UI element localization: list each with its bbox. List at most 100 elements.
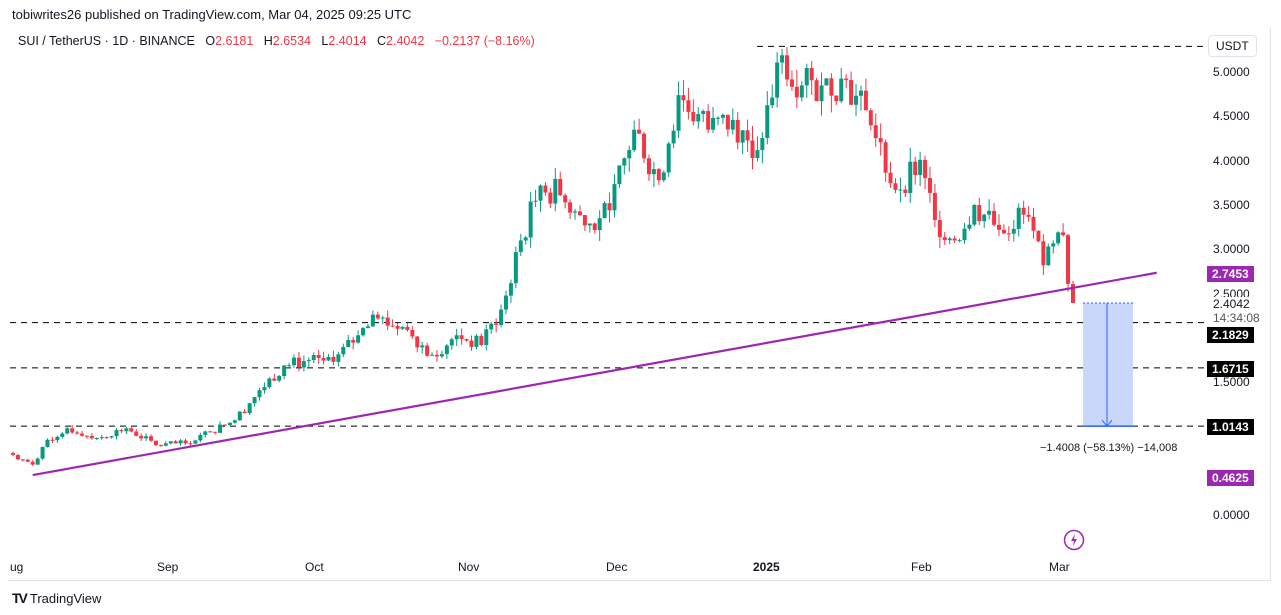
candle [70, 428, 75, 433]
candle [967, 224, 972, 229]
y-tick-label: 0.0000 [1213, 508, 1250, 522]
trendline-end-label: 2.7453 [1207, 266, 1254, 282]
candle [568, 202, 573, 213]
candle [292, 357, 297, 366]
candle [715, 117, 720, 119]
candle [1011, 228, 1016, 234]
symbol-legend: SUI / TetherUS · 1D · BINANCE O2.6181 H2… [18, 34, 535, 48]
candle [1070, 284, 1075, 303]
candle [208, 431, 213, 433]
candle [489, 323, 494, 330]
candle [868, 110, 873, 126]
symbol-label[interactable]: SUI / TetherUS · 1D · BINANCE [18, 34, 195, 48]
brand-name: TradingView [29, 590, 102, 606]
candle [518, 240, 523, 253]
candle [1006, 233, 1011, 235]
candle [637, 129, 642, 134]
candle [873, 125, 878, 139]
support-trendline [32, 271, 1157, 477]
candle [104, 437, 109, 439]
candle [863, 90, 868, 111]
candle [858, 90, 863, 96]
candle [178, 440, 183, 444]
candle [587, 223, 592, 226]
candle [533, 200, 538, 202]
candle [341, 347, 346, 355]
candle [504, 295, 508, 310]
candle [430, 354, 435, 356]
candle [316, 355, 321, 358]
candle [89, 435, 94, 439]
candle [257, 390, 262, 398]
y-tick-label: 4.5000 [1213, 109, 1250, 124]
candle [464, 339, 469, 341]
candle [947, 238, 952, 241]
candle [582, 215, 587, 226]
candle [725, 114, 730, 130]
x-tick-label: Dec [606, 560, 628, 574]
change-value: −0.2137 (−8.16%) [434, 34, 535, 48]
candle [449, 339, 454, 346]
candle [839, 78, 844, 102]
candle [755, 150, 760, 158]
candle [405, 326, 410, 330]
candle [829, 78, 834, 96]
candle [661, 172, 666, 181]
tradingview-logo[interactable]: TV TradingView [12, 590, 101, 606]
measure-label: −1.4008 (−58.13%) −14,008 [1040, 442, 1178, 454]
candle [109, 436, 114, 438]
x-tick-label: Oct [305, 560, 324, 574]
candle [563, 195, 568, 203]
candle [686, 100, 691, 112]
candle [740, 130, 745, 143]
candle [597, 218, 602, 231]
candle [1016, 207, 1021, 229]
candle [780, 55, 785, 63]
level-label: 1.0143 [1207, 419, 1254, 435]
candle [577, 211, 582, 216]
candle [375, 314, 380, 319]
candle [262, 387, 267, 391]
candle [35, 458, 40, 465]
y-tick-label: 1.5000 [1213, 375, 1250, 390]
last-price-label: 2.4042 [1213, 297, 1250, 311]
level-label: 1.6715 [1207, 361, 1254, 377]
candle [425, 345, 430, 356]
publish-info: tobiwrites26 published on TradingView.co… [12, 7, 412, 22]
candle [819, 85, 824, 102]
candle [701, 111, 706, 115]
candle [15, 454, 20, 460]
y-tick-label: 4.0000 [1213, 153, 1250, 168]
candle [459, 335, 464, 340]
candle [913, 161, 918, 176]
candle [267, 378, 272, 388]
x-tick-label: Sep [157, 560, 179, 574]
open-label: O [205, 34, 216, 48]
candle [272, 378, 277, 381]
candle [607, 203, 612, 211]
candle [20, 459, 25, 461]
candle [242, 411, 247, 414]
candle [469, 340, 474, 347]
candle [213, 431, 218, 433]
candle [144, 436, 149, 439]
candle [1066, 235, 1071, 284]
candle [760, 137, 765, 151]
candle [99, 437, 104, 439]
candle [834, 95, 839, 102]
currency-button[interactable]: USDT [1208, 35, 1257, 57]
candle [252, 397, 257, 404]
candle [420, 345, 425, 348]
candle [25, 459, 30, 462]
candle [799, 85, 804, 98]
lightning-icon[interactable] [1063, 529, 1085, 556]
candle [331, 356, 336, 362]
candle [982, 214, 987, 222]
tv-logo-icon: TV [12, 590, 28, 606]
candle [168, 441, 173, 444]
high-value: 2.6534 [272, 34, 311, 48]
candle [287, 365, 292, 367]
price-range-box [1083, 302, 1133, 427]
candle [119, 430, 124, 432]
